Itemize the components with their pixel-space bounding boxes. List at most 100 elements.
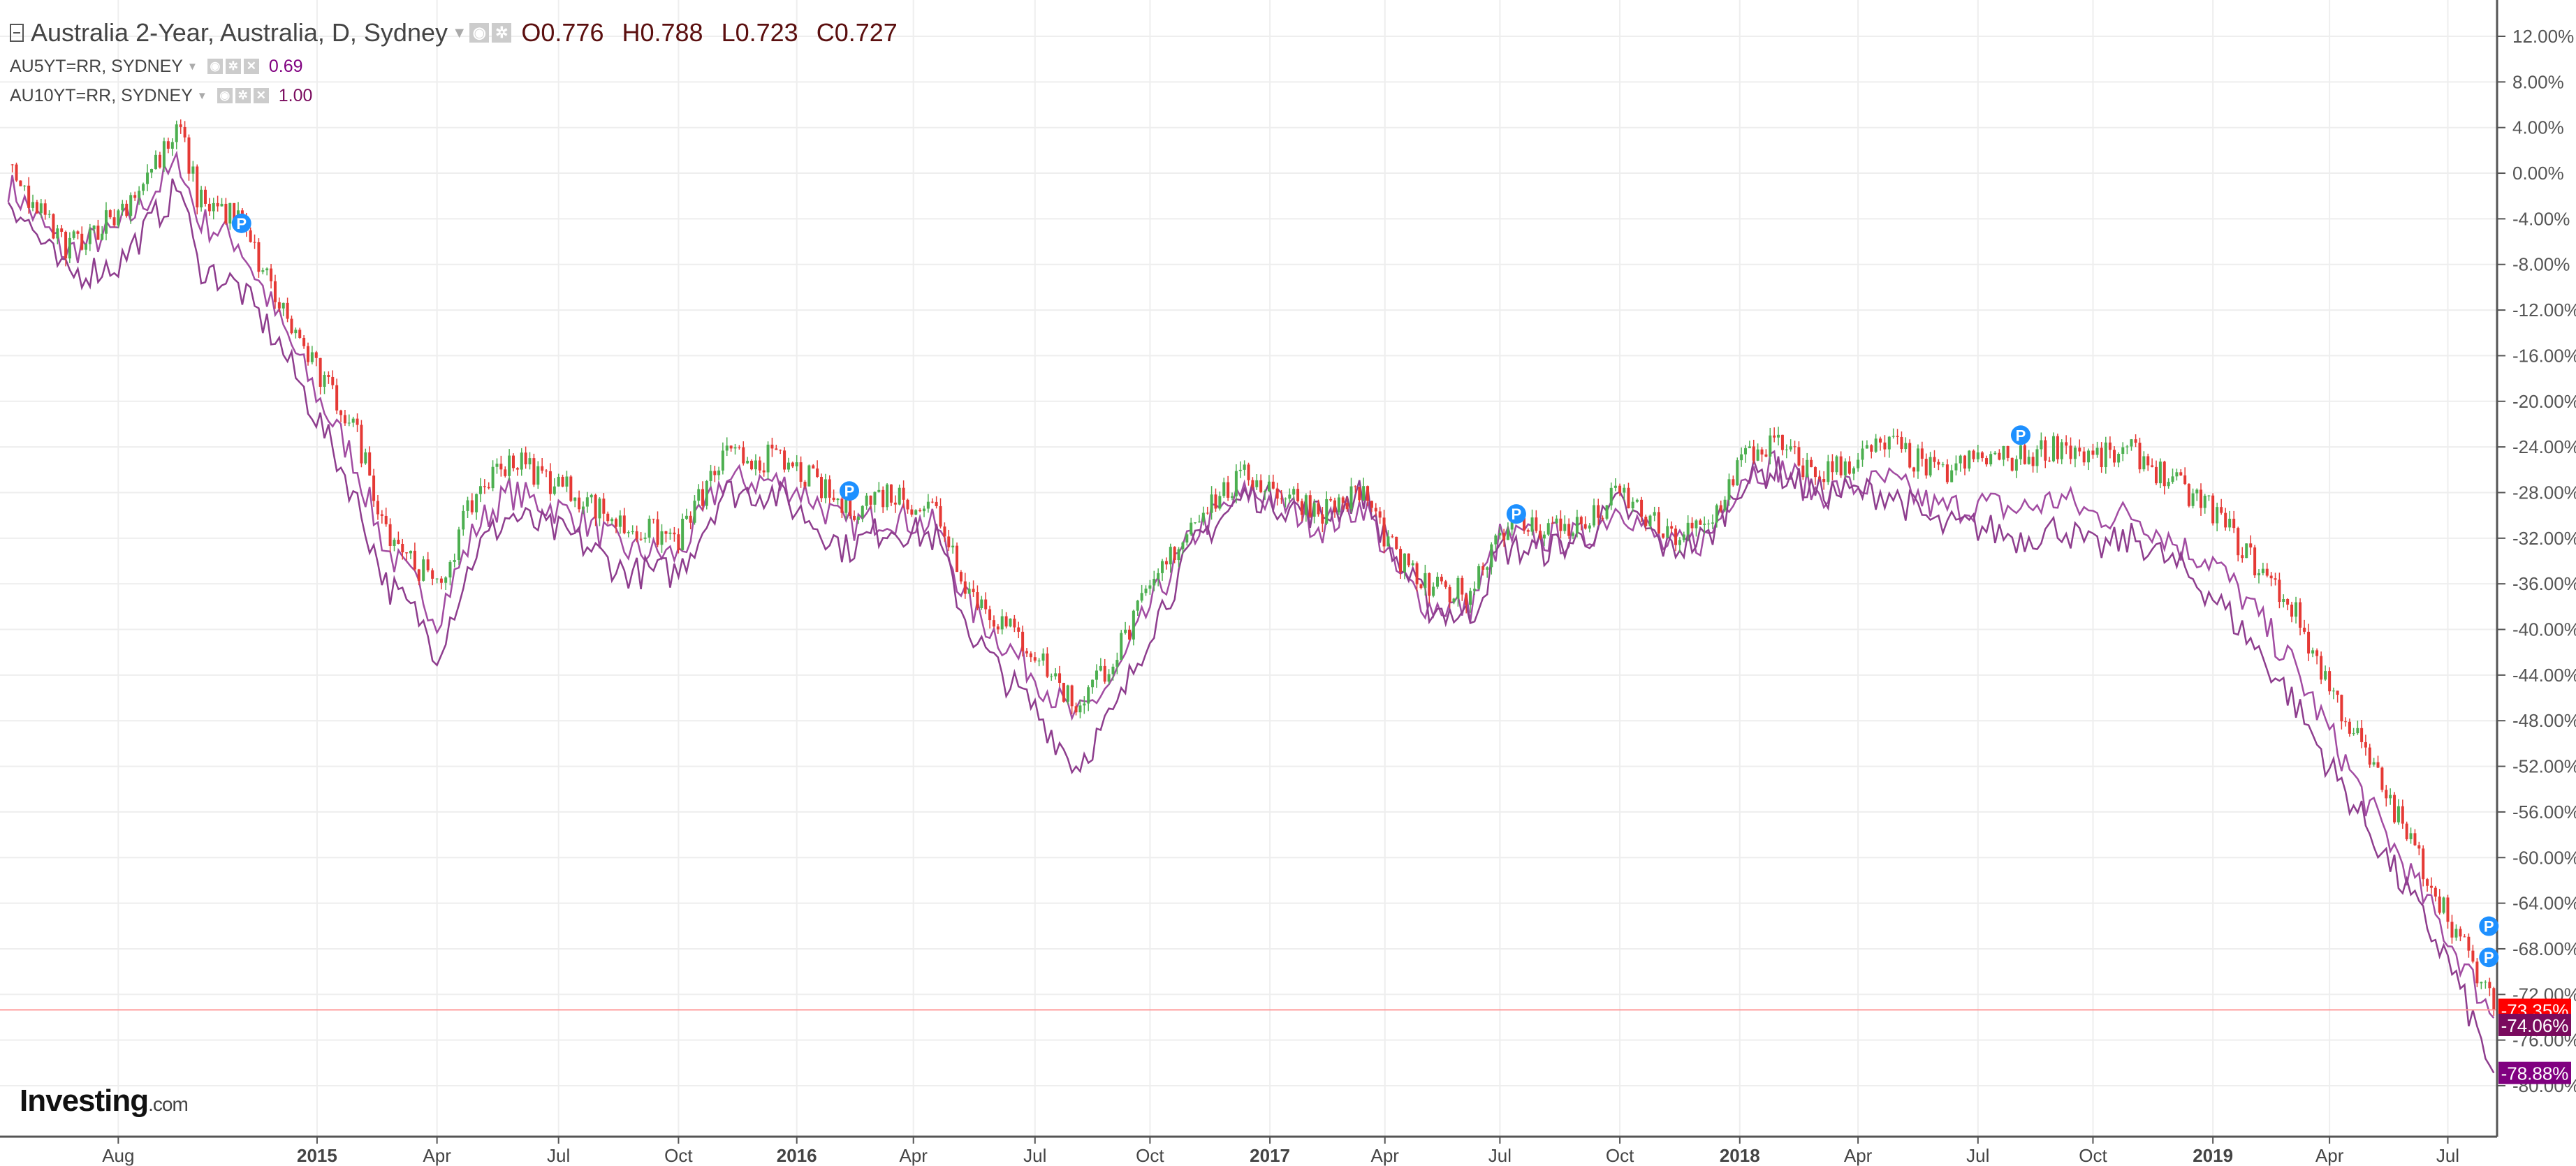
candle-body: [1857, 459, 1860, 468]
candle-body: [976, 592, 979, 609]
candle-body: [2376, 762, 2380, 768]
marker-circle[interactable]: [2479, 916, 2499, 936]
candle-body: [536, 466, 540, 485]
candle-body: [849, 496, 852, 516]
candle-body: [910, 509, 914, 515]
marker-circle[interactable]: [231, 213, 251, 233]
candle-body: [2467, 936, 2471, 951]
candle-body: [2286, 599, 2290, 605]
candle-body: [2413, 833, 2417, 846]
eye-icon[interactable]: ◉: [207, 59, 223, 74]
series-title[interactable]: AU5YT=RR, SYDNEY: [10, 56, 183, 76]
candle-body: [88, 229, 92, 244]
caret-down-icon[interactable]: ▼: [187, 60, 198, 73]
open-value: O0.776: [521, 18, 604, 47]
candle-body: [166, 141, 170, 149]
candle-body: [1575, 517, 1579, 533]
candle-body: [1481, 566, 1485, 570]
candle-body: [713, 471, 717, 475]
x-tick-label: 2019: [2193, 1145, 2233, 1166]
candle-body: [448, 561, 452, 578]
candle-body: [1963, 455, 1966, 469]
series-title[interactable]: AU10YT=RR, SYDNEY: [10, 85, 193, 105]
marker-circle[interactable]: [2010, 425, 2030, 445]
y-tick-label: -56.00%: [2512, 802, 2576, 822]
candle-body: [1937, 462, 1940, 465]
candle-body: [881, 489, 885, 508]
y-tick-label: -64.00%: [2512, 893, 2576, 914]
candle-body: [1635, 499, 1639, 502]
candle-body: [466, 500, 469, 511]
candle-body: [1107, 674, 1111, 682]
candle-body: [133, 195, 137, 198]
candle-body: [1120, 633, 1123, 661]
candle-body: [2220, 507, 2223, 513]
candle-body: [677, 534, 680, 550]
caret-down-icon[interactable]: ▼: [196, 89, 207, 102]
candle-body: [1436, 577, 1439, 587]
y-tick-label: 12.00%: [2512, 26, 2574, 47]
candle-body: [1132, 610, 1135, 640]
candle-body: [2087, 450, 2091, 463]
candle-body: [943, 526, 946, 537]
logo-suffix: .com: [148, 1093, 189, 1115]
candle-body: [220, 203, 224, 207]
settings-icon[interactable]: ✲: [235, 88, 251, 103]
candle-body: [1337, 497, 1340, 512]
close-icon[interactable]: ✕: [253, 88, 269, 103]
candle-body: [475, 494, 478, 512]
y-tick-label: -32.00%: [2512, 528, 2576, 549]
candle-body: [956, 545, 959, 573]
candle-body: [1769, 435, 1772, 457]
candle-body: [2269, 575, 2273, 579]
caret-down-icon[interactable]: ▼: [452, 24, 467, 41]
candle-body: [47, 214, 51, 215]
candle-body: [2069, 445, 2072, 459]
candle-body: [80, 233, 84, 250]
main-series-title[interactable]: Australia 2-Year, Australia, D, Sydney: [31, 18, 448, 47]
event-marker[interactable]: P: [2479, 947, 2499, 968]
candle-body: [478, 486, 482, 494]
event-marker[interactable]: P: [839, 481, 859, 501]
event-marker[interactable]: P: [2010, 425, 2030, 445]
marker-circle[interactable]: [1506, 504, 1526, 524]
eye-icon[interactable]: ◉: [217, 88, 233, 103]
event-marker[interactable]: P: [2479, 916, 2499, 936]
candle-body: [799, 462, 803, 482]
candle-body: [1103, 665, 1106, 682]
settings-icon[interactable]: ✲: [225, 59, 241, 74]
candle-body: [2348, 721, 2351, 734]
candle-body: [2471, 950, 2475, 962]
candle-body: [1861, 448, 1864, 460]
candle-body: [1993, 452, 1997, 455]
candle-body: [1395, 536, 1398, 549]
marker-circle[interactable]: [839, 481, 859, 501]
candle-body: [565, 476, 569, 487]
candle-body: [1374, 508, 1377, 512]
candle-body: [2065, 442, 2068, 446]
marker-circle[interactable]: [2479, 947, 2499, 968]
event-marker[interactable]: P: [1506, 504, 1526, 524]
candle-body: [2459, 929, 2462, 937]
candle-body: [1292, 489, 1296, 495]
x-tick-label: Jul: [1488, 1145, 1512, 1166]
event-marker[interactable]: P: [231, 213, 251, 233]
settings-icon[interactable]: ✲: [492, 23, 512, 43]
candle-body: [1883, 442, 1887, 450]
candle-body: [1773, 435, 1776, 438]
close-icon[interactable]: ✕: [243, 59, 259, 74]
candle-body: [2245, 543, 2248, 559]
eye-icon[interactable]: ◉: [469, 23, 490, 43]
candle-body: [2463, 936, 2466, 938]
low-value: L0.723: [721, 18, 798, 47]
candle-body: [1813, 467, 1817, 478]
series-line-au5y: [7, 150, 2495, 1019]
candle-body: [1618, 485, 1622, 493]
y-tick-label: -68.00%: [2512, 938, 2576, 959]
candle-body: [1526, 530, 1530, 532]
x-tick-label: 2018: [1720, 1145, 1760, 1166]
collapse-icon[interactable]: [10, 24, 24, 42]
